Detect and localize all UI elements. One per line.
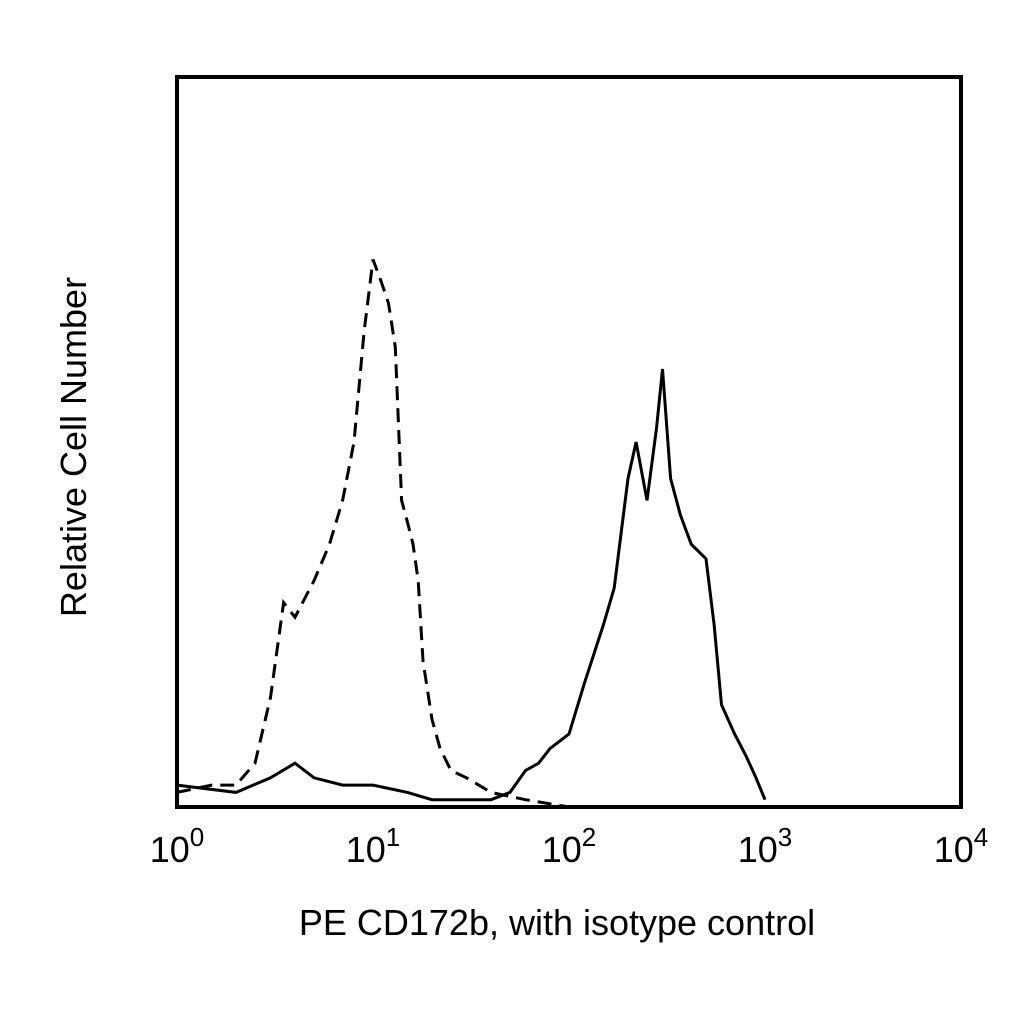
x-tick-exponent: 3 — [778, 822, 792, 852]
x-tick-exponent: 0 — [190, 822, 204, 852]
y-axis-label: Relative Cell Number — [53, 277, 94, 617]
x-tick-base: 10 — [738, 829, 778, 870]
x-tick-label: 104 — [934, 822, 989, 870]
histogram-line — [176, 258, 570, 809]
x-tick-exponent: 2 — [582, 822, 596, 852]
histogram-line — [176, 368, 767, 802]
x-tick-label: 100 — [150, 822, 205, 870]
x-axis-label: PE CD172b, with isotype control — [299, 902, 815, 943]
x-tick-exponent: 4 — [974, 822, 988, 852]
plot-frame — [175, 75, 963, 809]
x-tick-base: 10 — [934, 829, 974, 870]
x-tick-label: 102 — [542, 822, 597, 870]
x-tick-base: 10 — [150, 829, 190, 870]
x-tick-base: 10 — [346, 829, 386, 870]
x-tick-label: 103 — [738, 822, 793, 870]
x-tick-exponent: 1 — [386, 822, 400, 852]
x-tick-label: 101 — [346, 822, 401, 870]
x-tick-base: 10 — [542, 829, 582, 870]
